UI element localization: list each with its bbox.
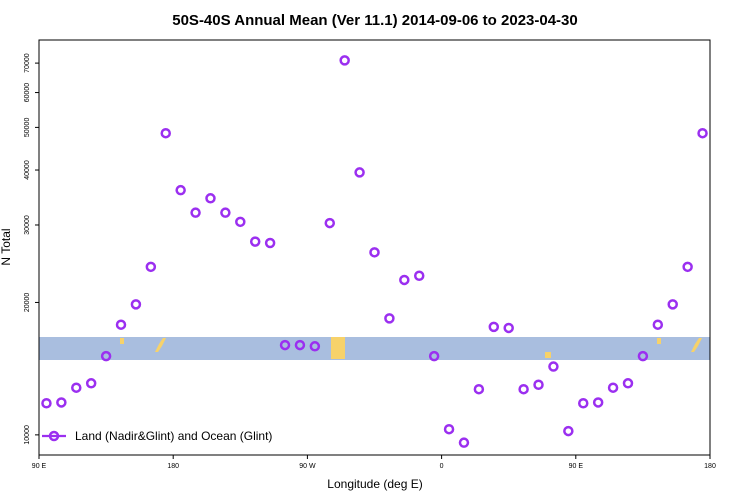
y-tick-label: 50000 [24, 118, 31, 138]
data-point [488, 321, 500, 333]
data-series [41, 55, 708, 448]
band-highlight [657, 338, 661, 344]
data-point [592, 397, 604, 408]
legend: Land (Nadir&Glint) and Ocean (Glint) [42, 429, 272, 443]
x-tick-label: 90 E [32, 463, 47, 470]
y-tick-label: 20000 [24, 293, 31, 313]
band-highlight [691, 338, 702, 352]
data-point [622, 378, 634, 389]
chart-title: 50S-40S Annual Mean (Ver 11.1) 2014-09-0… [172, 12, 578, 29]
data-point [324, 217, 336, 229]
data-point [473, 383, 485, 395]
x-tick-label: 0 [440, 463, 444, 470]
data-point [413, 270, 425, 281]
data-point [145, 261, 157, 273]
plot-frame [38, 39, 711, 456]
x-axis-label: Longitude (deg E) [327, 477, 422, 491]
land-mask-band [39, 337, 710, 360]
data-point [294, 339, 306, 351]
y-axis-label: N Total [0, 228, 13, 265]
data-point [100, 350, 112, 362]
data-point [578, 397, 589, 409]
data-point [354, 167, 365, 178]
data-point [175, 184, 186, 196]
y-tick-label: 60000 [24, 83, 31, 103]
x-tick-label: 180 [704, 463, 716, 470]
band-highlight [331, 337, 345, 359]
data-point [56, 397, 67, 408]
data-point [428, 350, 440, 362]
band-rect [39, 337, 710, 360]
data-point [249, 236, 261, 247]
y-tick-label: 30000 [24, 215, 31, 235]
data-point [369, 247, 380, 258]
data-point [607, 382, 619, 393]
data-point [503, 322, 514, 334]
data-point [220, 207, 231, 218]
data-point [458, 437, 470, 448]
data-point [399, 274, 410, 286]
data-point [71, 382, 82, 393]
x-tick-label: 90 W [299, 463, 316, 470]
band-highlight [120, 338, 124, 344]
data-point [682, 261, 693, 273]
data-point [637, 350, 649, 362]
data-point [130, 299, 142, 310]
data-point [563, 425, 574, 437]
data-point [115, 319, 127, 330]
data-point [160, 127, 171, 139]
data-point [548, 361, 559, 372]
data-point [309, 341, 321, 352]
data-point [264, 237, 276, 249]
band-highlight [545, 352, 551, 358]
data-point [205, 193, 216, 204]
data-point [697, 127, 708, 139]
data-point [518, 383, 529, 395]
data-point [443, 423, 455, 435]
data-point [339, 55, 350, 66]
x-axis: 90 E 180 90 W 0 90 E 180 [32, 455, 716, 470]
data-point [279, 339, 291, 351]
data-point [85, 378, 97, 389]
data-point [667, 299, 678, 310]
legend-marker [48, 430, 60, 442]
y-tick-label: 70000 [24, 53, 31, 73]
legend-label: Land (Nadir&Glint) and Ocean (Glint) [75, 429, 272, 443]
y-tick-label: 40000 [24, 160, 31, 180]
data-point [384, 313, 395, 324]
y-tick-label: 10000 [24, 425, 31, 445]
data-point [41, 397, 52, 409]
data-point [235, 216, 246, 228]
y-axis: 10000 20000 30000 40000 50000 60000 70000 [24, 53, 39, 445]
band-highlight [155, 338, 166, 352]
data-point [652, 319, 664, 330]
x-tick-label: 180 [167, 463, 179, 470]
data-point [190, 207, 201, 218]
x-tick-label: 90 E [569, 463, 584, 470]
data-point [533, 379, 544, 390]
